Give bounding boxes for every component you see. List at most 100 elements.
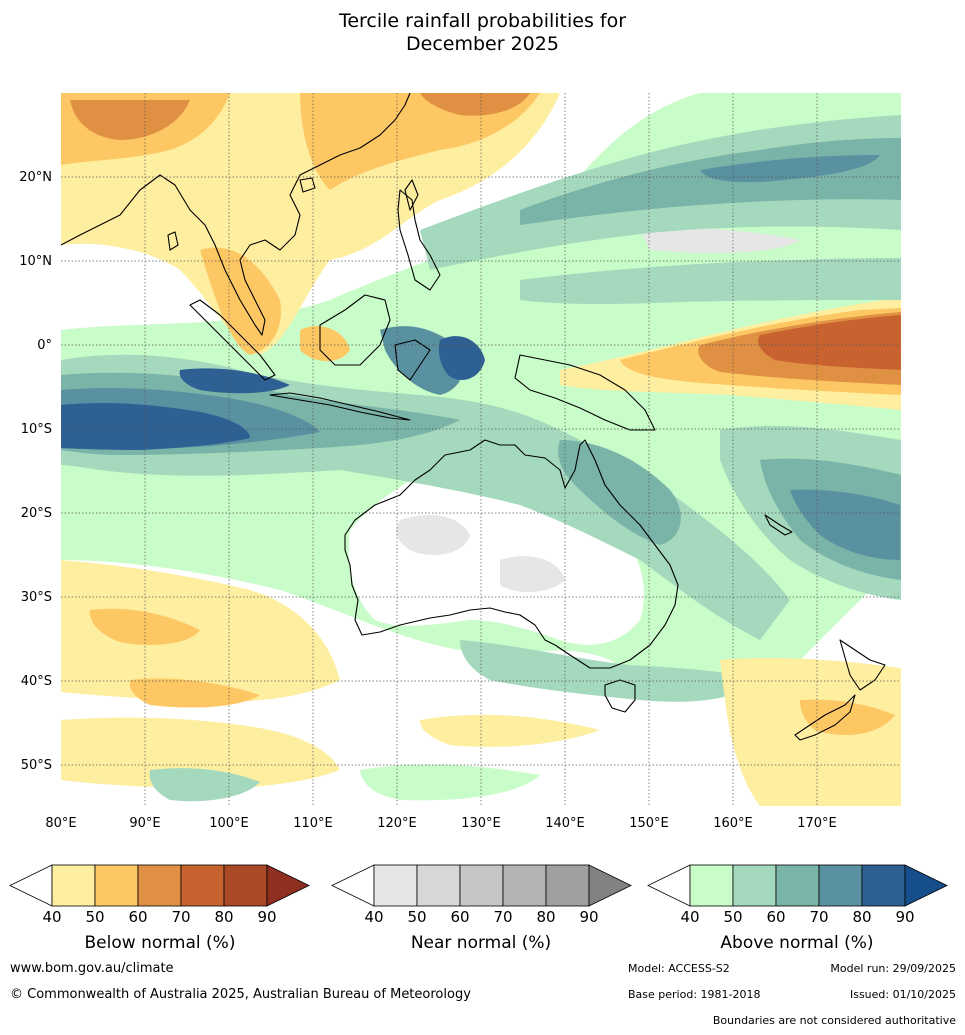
below-normal-region [61,717,340,789]
sumatra-coastline [189,299,276,381]
colorbar-below-tick-label: 60 [128,908,147,926]
above-normal-region [558,440,681,545]
lon-label: 170°E [797,816,837,831]
below-normal-region [300,326,350,362]
above-normal-band [700,155,880,183]
lon-label: 150°E [629,816,669,831]
colorbar-near-tick-label: 80 [536,908,555,926]
sri-lanka-coastline [167,231,179,251]
above-normal-region [460,640,760,702]
colorbar-below-segment [137,864,182,907]
lon-label: 130°E [461,816,501,831]
lat-label: 10°S [21,422,52,437]
near-normal-patch [396,515,470,555]
below-normal-region [70,100,190,140]
colorbar-below-segment [180,864,225,907]
below-normal-region [720,657,901,806]
below-normal-region [300,93,540,190]
colorbar-near-extend-low [331,864,375,907]
footer-copyright: © Commonwealth of Australia 2025, Austra… [10,987,471,1002]
colorbar-below-tick-label: 70 [171,908,190,926]
lon-label: 90°E [129,816,160,831]
philippines-coastline [397,189,441,291]
above-normal-region [61,402,250,450]
colorbar-below-segment [94,864,139,907]
lon-label: 110°E [293,816,333,831]
colorbar-below-normal: 40 50 60 70 80 90 [9,864,310,926]
colorbar-near-extend-high [588,864,632,907]
colorbar-near-tick-label: 60 [450,908,469,926]
near-normal-patch [500,556,565,592]
colorbar-below-extend-high [266,864,310,907]
australia-coastline [344,439,679,669]
colorbar-above-tick-label: 70 [809,908,828,926]
colorbar-below-extend-low [9,864,53,907]
colorbar-below-segment [51,864,96,907]
colorbar-above-extend-low [647,864,691,907]
colorbar-above-segment [775,864,820,907]
footer-disclaimer: Boundaries are not considered authoritat… [712,1014,956,1027]
chart-title: Tercile rainfall probabilities for Decem… [0,10,965,56]
colorbar-above-segment [818,864,863,907]
hainan-coastline [299,177,316,193]
rainfall-probability-field [61,93,901,806]
near-normal-patch [640,228,800,253]
colorbar-near-tick-label: 90 [579,908,598,926]
below-normal-region [61,560,340,702]
lon-label: 80°E [45,816,76,831]
lon-label: 120°E [377,816,417,831]
colorbar-above-normal: 40 50 60 70 80 90 [647,864,948,926]
lat-label: 50°S [21,758,52,773]
colorbar-above-tick-label: 80 [852,908,871,926]
longitude-labels: 80°E 90°E 100°E 110°E 120°E 130°E 140°E … [45,816,836,831]
sulawesi-coastline [394,339,431,381]
title-line-1: Tercile rainfall probabilities for [338,10,627,32]
above-normal-region [438,336,485,380]
java-coastline [269,392,411,421]
lat-label: 20°N [19,170,52,185]
colorbar-above-title: Above normal (%) [720,933,873,953]
colorbar-near-segment [373,864,418,907]
above-normal-region [179,368,290,394]
below-normal-region [420,714,600,747]
latitude-labels: 20°N 10°N 0° 10°S 20°S 30°S 40°S 50°S [19,170,52,773]
above-normal-region [790,489,900,560]
colorbar-near-tick-label: 70 [493,908,512,926]
colorbar-above-tick-label: 60 [766,908,785,926]
new-guinea-coastline [514,354,656,431]
lon-label: 100°E [209,816,249,831]
colorbar-near-segment [545,864,590,907]
footer-base-period: Base period: 1981-2018 [628,988,761,1001]
below-normal-region [420,93,530,116]
colorbar-above-tick-label: 90 [895,908,914,926]
lat-label: 40°S [21,674,52,689]
colorbar-near-normal: 40 50 60 70 80 90 [331,864,632,926]
below-normal-region [89,608,200,645]
colorbar-below-title: Below normal (%) [85,933,236,953]
new-caledonia-coastline [764,514,793,536]
lat-label: 10°N [19,254,52,269]
lon-label: 160°E [713,816,753,831]
lon-label: 140°E [545,816,585,831]
footer-model-run: Model run: 29/09/2025 [830,962,956,975]
below-normal-region [129,678,260,708]
above-normal-band [520,258,901,305]
title-line-2: December 2025 [406,33,559,55]
colorbar-below-tick-label: 40 [42,908,61,926]
colorbar-near-segment [416,864,461,907]
new-zealand-north-coastline [839,639,886,691]
colorbar-above-segment [689,864,734,907]
colorbar-above-tick-label: 40 [680,908,699,926]
colorbar-above-segment [732,864,777,907]
colorbar-below-tick-label: 90 [257,908,276,926]
lat-label: 0° [37,338,52,353]
colorbar-below-segment [223,864,268,907]
below-normal-region [758,315,901,370]
new-zealand-south-coastline [794,694,856,741]
footer-model: Model: ACCESS-S2 [628,962,730,975]
colorbar-above-tick-label: 50 [723,908,742,926]
borneo-coastline [319,294,391,366]
colorbar-near-tick-label: 40 [364,908,383,926]
colorbar-below-tick-label: 50 [85,908,104,926]
